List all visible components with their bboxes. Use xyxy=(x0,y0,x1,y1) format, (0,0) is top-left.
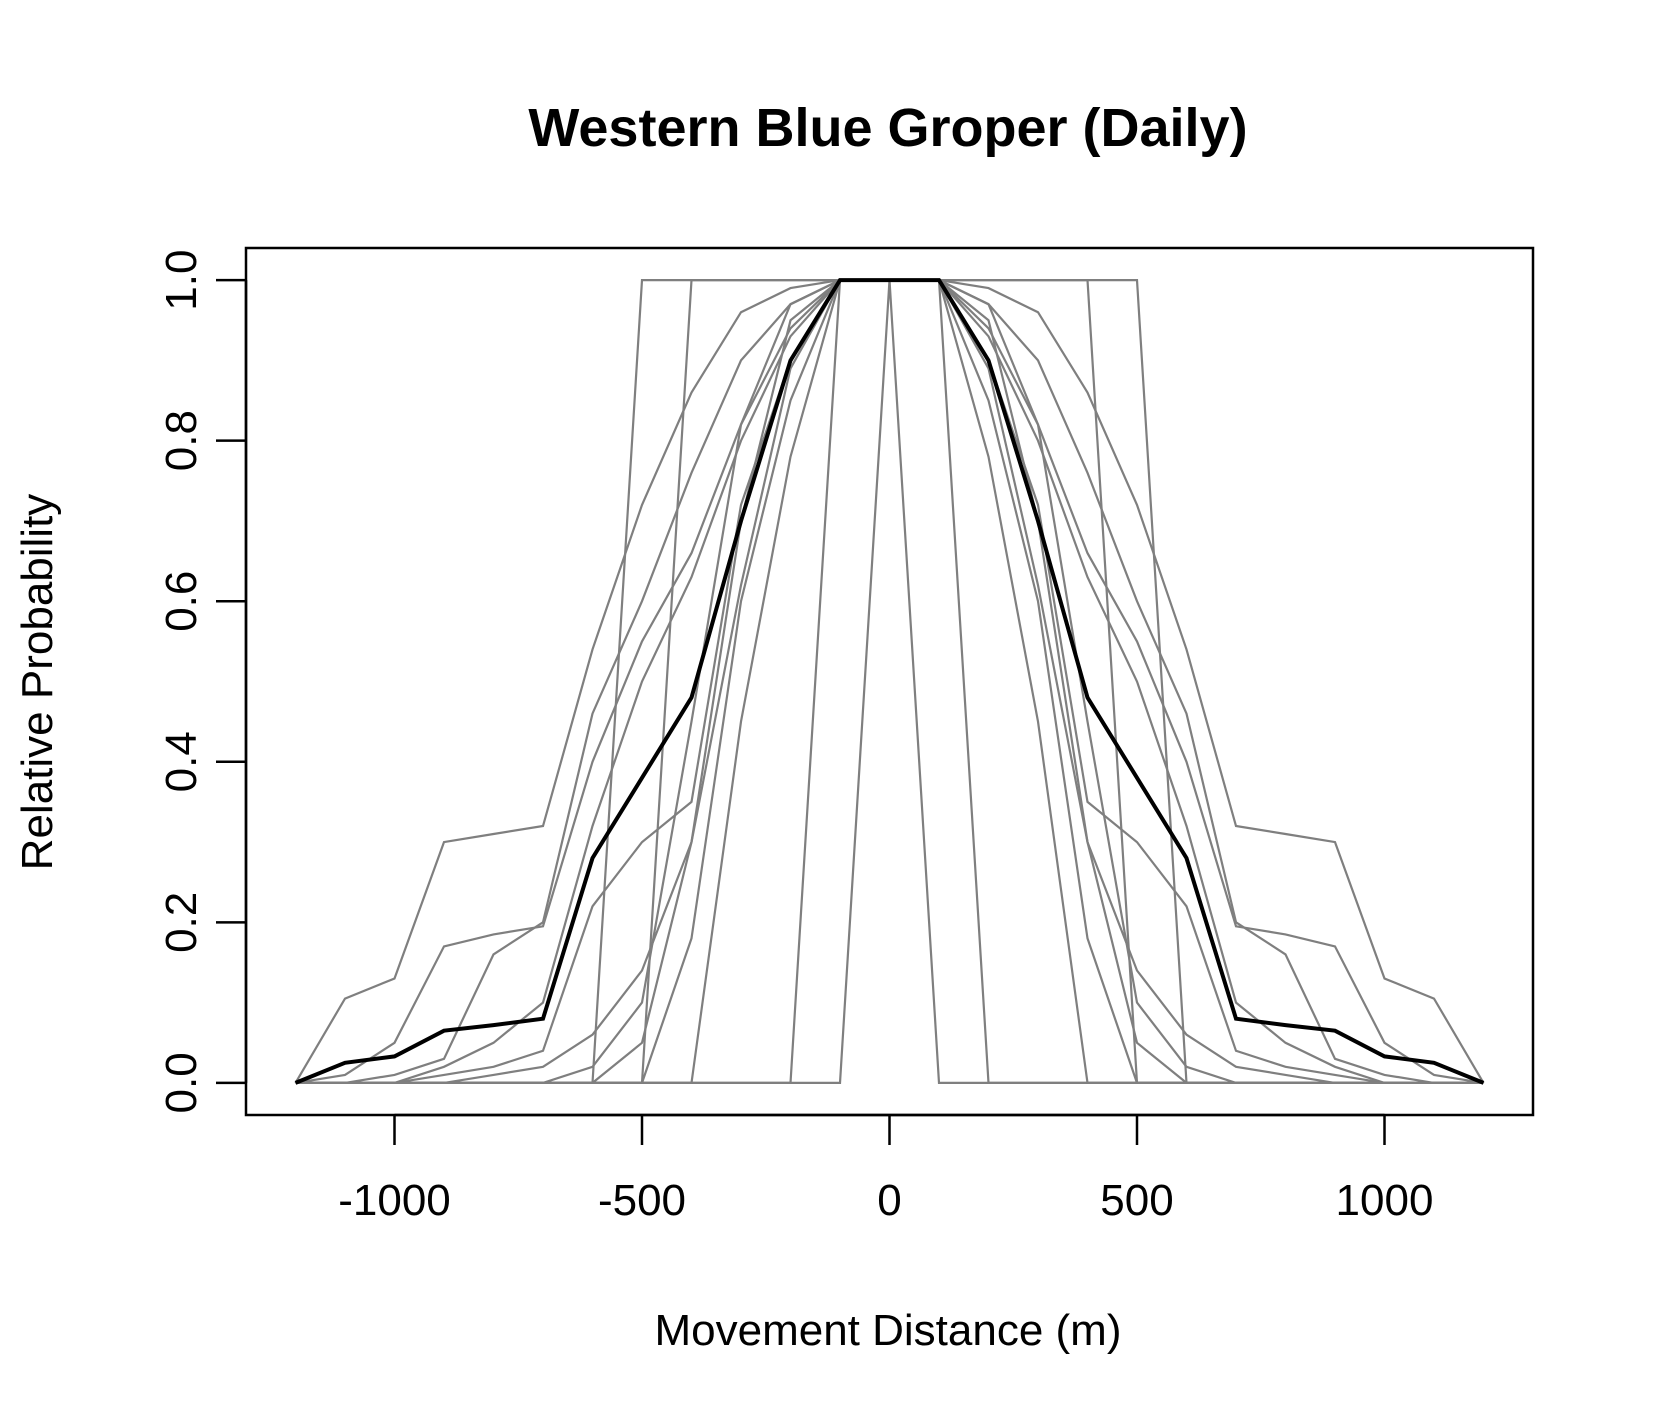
grey-series-line-6 xyxy=(295,279,1484,1084)
chart-title: Western Blue Groper (Daily) xyxy=(528,98,1247,158)
mean-series-line xyxy=(294,278,1485,1085)
grey-series-line-7 xyxy=(295,279,1484,1084)
y-axis: 0.0 0.2 0.4 0.6 0.8 1.0 xyxy=(157,250,248,1113)
y-tick-label: 0.8 xyxy=(157,410,206,471)
y-tick-label: 0.2 xyxy=(157,892,206,953)
grey-series-line-10 xyxy=(295,279,1484,1084)
grey-series-line-5 xyxy=(294,279,1485,1084)
x-axis-label: Movement Distance (m) xyxy=(654,1306,1121,1355)
x-tick-label: 0 xyxy=(877,1176,901,1225)
x-tick-label: 1000 xyxy=(1336,1176,1434,1225)
y-tick-label: 0.4 xyxy=(157,731,206,792)
grey-series-line-1 xyxy=(295,279,1484,1084)
y-tick-label: 0.0 xyxy=(157,1052,206,1113)
grey-series-line-14 xyxy=(295,279,1484,1084)
y-axis-label: Relative Probability xyxy=(13,494,62,871)
x-tick-label: 500 xyxy=(1100,1176,1173,1225)
x-tick-label: -1000 xyxy=(338,1176,451,1225)
series-group xyxy=(294,278,1485,1085)
x-tick-label: -500 xyxy=(598,1176,686,1225)
grey-series-line-2 xyxy=(295,279,1484,1084)
plot-frame xyxy=(244,246,1535,1117)
y-tick-label: 0.6 xyxy=(157,571,206,632)
x-axis: -1000 -500 0 500 1000 xyxy=(338,1113,1434,1225)
grey-series-line-9 xyxy=(295,279,1484,1084)
grey-series-line-8 xyxy=(295,279,1484,1084)
y-tick-label: 1.0 xyxy=(157,250,206,311)
grey-series-line-13 xyxy=(295,279,1484,1084)
grey-series-line-3 xyxy=(295,280,1484,1084)
grey-series-line-11 xyxy=(295,279,1484,1084)
grey-series-line-12 xyxy=(295,279,1484,1084)
grey-series-line-4 xyxy=(295,279,1484,1084)
